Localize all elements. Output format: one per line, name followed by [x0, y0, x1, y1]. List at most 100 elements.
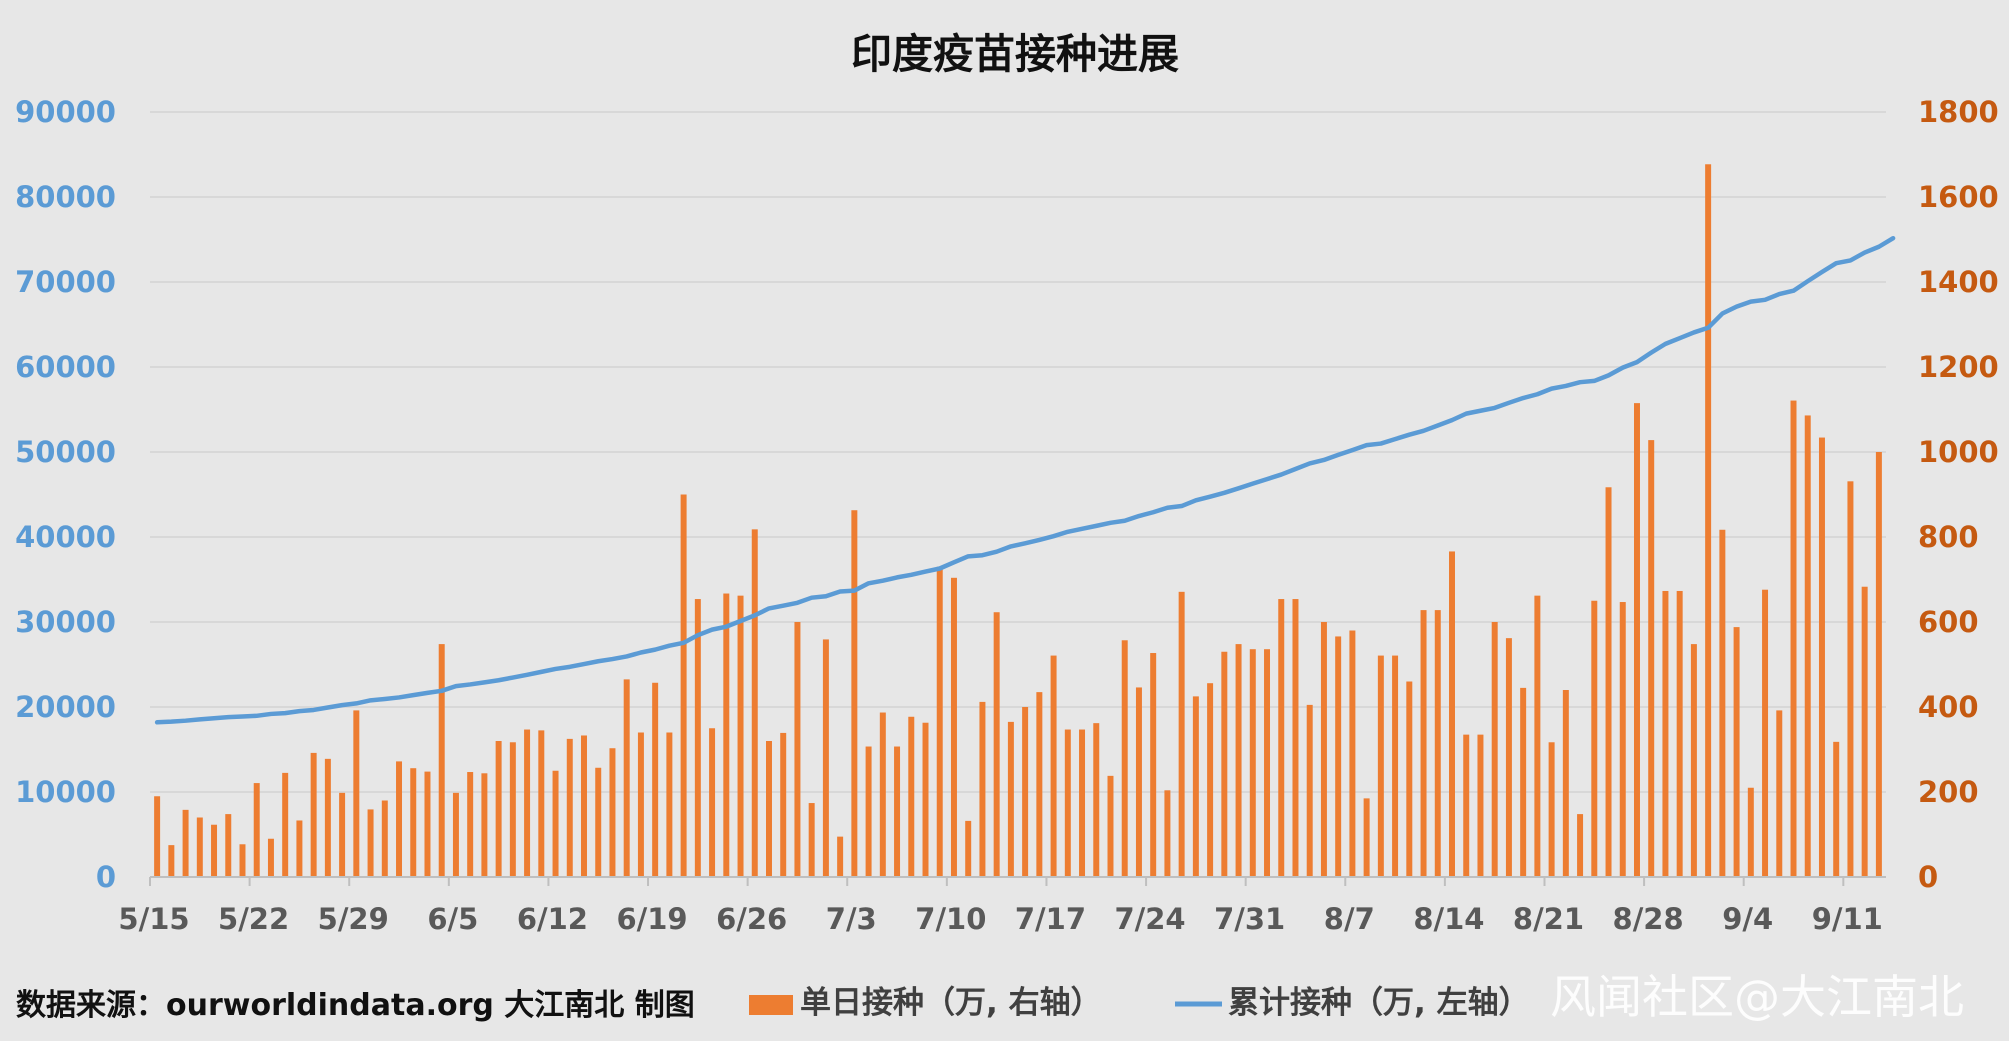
y-right-tick-label: 0 — [1918, 860, 1938, 894]
y-left-tick-label: 80000 — [15, 180, 116, 214]
y-right-tick-label: 1800 — [1918, 95, 1999, 129]
bar — [381, 800, 388, 877]
bar — [1577, 814, 1584, 877]
bar — [1349, 630, 1356, 877]
bar — [396, 761, 403, 877]
y-right-tick-label: 1000 — [1918, 435, 1999, 469]
bar — [1150, 653, 1157, 877]
y-left-tick-label: 20000 — [15, 690, 116, 724]
x-tick-label: 5/15 — [118, 902, 189, 936]
bar — [467, 772, 474, 877]
x-tick-label: 8/21 — [1513, 902, 1584, 936]
bar — [694, 599, 701, 877]
bar — [1477, 734, 1484, 878]
bar — [908, 716, 915, 877]
bar — [737, 595, 744, 877]
bar — [296, 820, 303, 877]
y-right-tick-label: 200 — [1918, 775, 1979, 809]
x-tick-label: 6/26 — [716, 902, 787, 936]
bar — [780, 732, 787, 877]
bar — [1249, 649, 1256, 877]
bar — [751, 529, 758, 877]
bar — [1818, 437, 1825, 877]
bar — [253, 783, 260, 877]
bar — [1719, 529, 1726, 877]
y-left-tick-label: 10000 — [15, 775, 116, 809]
bar — [481, 773, 488, 877]
bar — [1406, 681, 1413, 877]
bar — [1491, 622, 1498, 877]
bar — [1178, 591, 1185, 877]
bar — [552, 770, 559, 877]
bar — [1121, 640, 1128, 877]
bar — [666, 732, 673, 877]
y-right-tick-label: 1200 — [1918, 350, 1999, 384]
bar — [1221, 651, 1228, 877]
bar — [1676, 590, 1683, 877]
bar — [723, 593, 730, 877]
bar — [680, 494, 687, 877]
bar — [1050, 655, 1057, 877]
bar — [1335, 636, 1342, 877]
y-left-tick-label: 50000 — [15, 435, 116, 469]
bar — [1534, 595, 1541, 877]
bar — [1804, 415, 1811, 877]
legend-line-label: 累计接种（万, 左轴） — [1228, 985, 1530, 1021]
bar — [1591, 600, 1598, 877]
bar — [993, 612, 1000, 877]
bar-series — [154, 164, 1882, 878]
bar — [1619, 602, 1626, 877]
bar — [1306, 704, 1313, 878]
bar — [267, 838, 274, 877]
bar — [1164, 790, 1171, 877]
y-right-tick-label: 800 — [1918, 520, 1979, 554]
bar — [865, 746, 872, 877]
bar — [1747, 787, 1754, 877]
bar — [808, 803, 815, 877]
bar — [1207, 683, 1214, 877]
bar — [353, 710, 360, 877]
bar — [1192, 696, 1199, 878]
bar — [154, 796, 161, 877]
bar — [1705, 164, 1712, 877]
x-tick-label: 7/24 — [1114, 902, 1185, 936]
bar — [1733, 627, 1740, 877]
bar — [1064, 729, 1071, 877]
bar — [339, 792, 346, 877]
bar — [452, 792, 459, 877]
bar — [1434, 610, 1441, 877]
bar — [965, 820, 972, 877]
bar — [538, 730, 545, 878]
bar — [1562, 690, 1569, 877]
bar — [324, 758, 331, 877]
bar — [1235, 644, 1242, 877]
bar — [225, 814, 232, 877]
y-right-tick-label: 400 — [1918, 690, 1979, 724]
bar — [709, 728, 716, 877]
line-series — [154, 235, 1896, 725]
bar — [239, 844, 246, 877]
bar — [1320, 622, 1327, 877]
bar — [936, 566, 943, 877]
x-tick-label: 6/12 — [517, 902, 588, 936]
bar — [168, 845, 175, 878]
bar — [837, 836, 844, 878]
x-tick-label: 9/4 — [1722, 902, 1773, 936]
bar — [509, 742, 516, 877]
bar — [1363, 798, 1370, 878]
bar — [979, 701, 986, 877]
bar — [495, 741, 502, 877]
chart-title: 印度疫苗接种进展 — [851, 30, 1179, 78]
x-tick-label: 6/19 — [616, 902, 687, 936]
bar — [367, 809, 374, 877]
x-tick-label: 9/11 — [1812, 902, 1883, 936]
bar — [637, 732, 644, 877]
x-tick-label: 7/17 — [1015, 902, 1086, 936]
y-left-tick-label: 30000 — [15, 605, 116, 639]
x-tick-label: 7/10 — [915, 902, 986, 936]
bar — [581, 735, 587, 877]
axes: 0100002000030000400005000060000700008000… — [15, 95, 1999, 936]
bar — [1292, 599, 1299, 877]
bar — [1847, 481, 1854, 877]
watermark: 风闻社区@大江南北 — [1550, 970, 1964, 1024]
